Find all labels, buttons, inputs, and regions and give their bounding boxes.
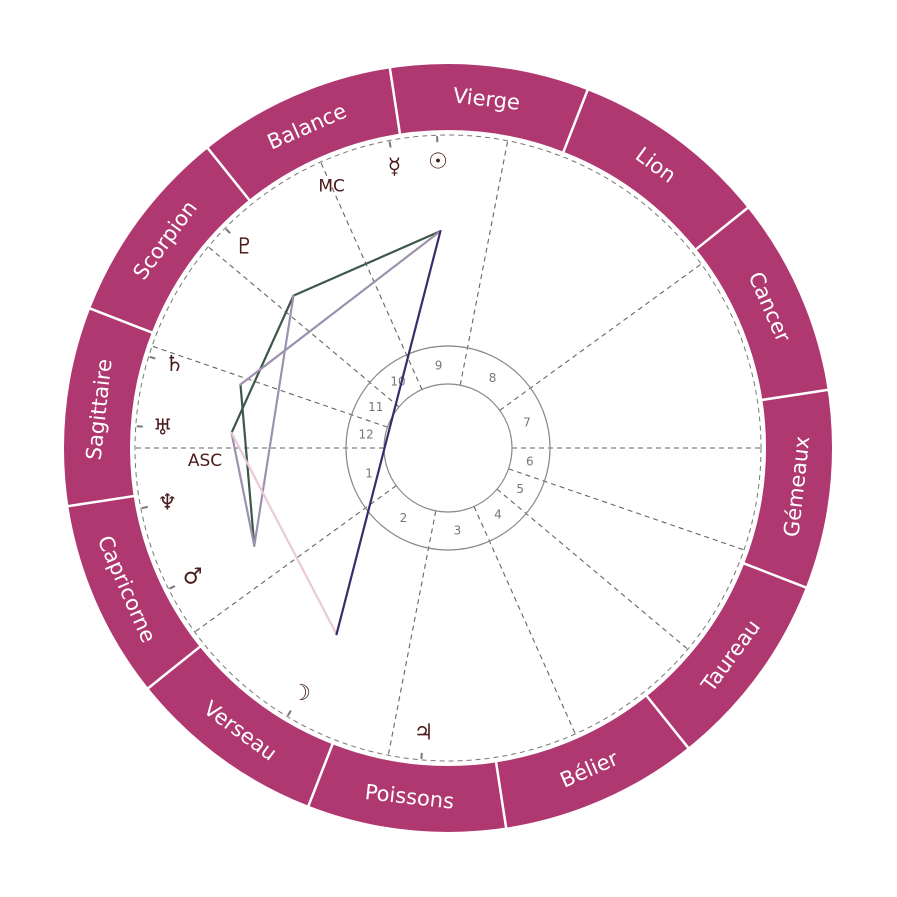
sign-separator: [88, 306, 154, 335]
saturn-icon[interactable]: ♄: [165, 352, 185, 377]
house-ring-inner: [383, 383, 513, 513]
house-cusps: [135, 140, 761, 756]
sign-separator: [206, 146, 251, 202]
zodiac-band: [64, 64, 832, 832]
jupiter-icon[interactable]: ♃: [414, 720, 434, 745]
moon-icon[interactable]: ☽: [291, 681, 311, 706]
sign-separator: [388, 67, 402, 135]
house-number: 8: [489, 371, 497, 385]
sign-separator: [494, 761, 508, 829]
sign-separator: [694, 206, 750, 251]
house-cusp-line: [459, 140, 509, 386]
sign-separator: [561, 88, 590, 154]
pluto-icon[interactable]: ♇: [234, 235, 254, 260]
sign-separator: [645, 694, 690, 750]
house-cusp-line: [387, 510, 437, 756]
aspect-lines: [230, 230, 442, 636]
house-number: 5: [516, 482, 524, 496]
planet-tick: [286, 710, 292, 717]
house-cusp-line: [499, 263, 702, 411]
house-cusp-line: [508, 468, 745, 551]
aspect-line-pluto-mars: [253, 294, 295, 547]
aspect-line-sun-saturn: [239, 230, 442, 386]
aspect-line-pluto-uranus: [230, 294, 295, 434]
sign-separator: [146, 645, 202, 690]
house-cusp-line: [194, 485, 397, 633]
planet-tick: [169, 585, 176, 590]
house-number: 1: [365, 467, 373, 481]
planet-glyphs: ☉ ☿ ♇ ♄ ♅ ♆ ♂ ☽ ♃ ASC MC: [136, 136, 448, 759]
sign-separator: [761, 388, 829, 402]
planet-tick: [141, 505, 148, 510]
neptune-icon[interactable]: ♆: [157, 491, 177, 516]
planet-tick: [420, 752, 423, 759]
sign-separator: [306, 742, 335, 808]
uranus-icon[interactable]: ♅: [153, 416, 173, 441]
aspect-line-sun-moon: [335, 230, 442, 636]
house-cusp-line: [320, 161, 423, 390]
mc-label: MC: [318, 177, 345, 197]
house-number: 12: [358, 427, 373, 441]
planet-tick: [149, 355, 156, 360]
sign-separator: [67, 494, 135, 508]
planet-tick: [388, 141, 392, 148]
house-cusp-line: [473, 506, 576, 735]
sun-icon[interactable]: ☉: [428, 150, 448, 175]
house-number: 6: [526, 455, 534, 469]
mercury-icon[interactable]: ☿: [388, 155, 402, 180]
aspect-line-sun-pluto: [292, 230, 442, 297]
house-cusp-line: [151, 345, 388, 428]
house-number: 9: [435, 359, 443, 373]
house-cusp-line: [496, 488, 689, 650]
house-number: 11: [368, 400, 383, 414]
aspect-line-uranus-mars: [230, 431, 256, 547]
planet-tick: [225, 228, 231, 234]
house-number: 3: [454, 523, 462, 537]
house-cusp-line: [207, 246, 400, 408]
zodiac-ring: BélierTaureauGémeauxCancerLionViergeBala…: [64, 64, 832, 832]
house-number: 4: [494, 507, 502, 521]
asc-label: ASC: [188, 451, 222, 471]
mars-icon[interactable]: ♂: [183, 564, 203, 589]
house-ring-outer: [345, 345, 551, 551]
inner-dashed-circle: [134, 134, 762, 762]
aspect-line-uranus-moon: [230, 431, 338, 636]
sign-separator: [742, 561, 808, 590]
house-number: 2: [400, 511, 408, 525]
house-number: 7: [523, 415, 531, 429]
